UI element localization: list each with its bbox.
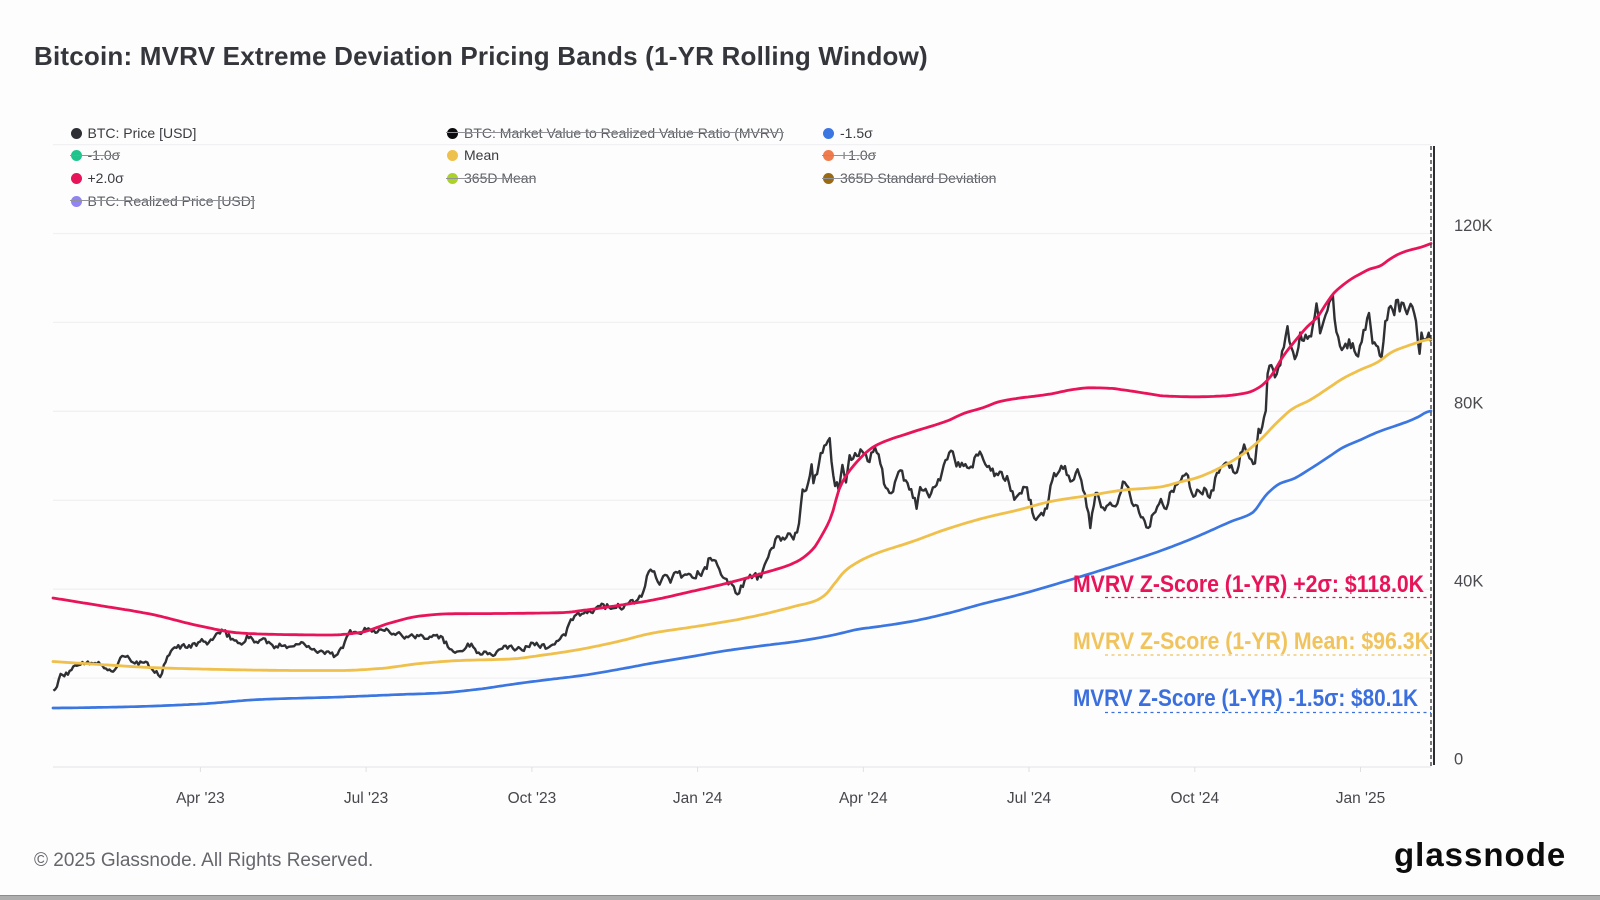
svg-text:0: 0 [1454,751,1463,769]
svg-text:Apr '24: Apr '24 [839,790,888,807]
svg-text:80K: 80K [1454,395,1483,413]
svg-text:MVRV Z-Score (1-YR) +2σ: $118.: MVRV Z-Score (1-YR) +2σ: $118.0K [1073,571,1425,598]
svg-text:Jul '23: Jul '23 [344,790,388,807]
svg-text:Apr '23: Apr '23 [176,790,225,807]
svg-text:MVRV Z-Score (1-YR) Mean: $96.: MVRV Z-Score (1-YR) Mean: $96.3K [1073,628,1431,655]
svg-text:40K: 40K [1454,572,1483,590]
svg-text:Oct '24: Oct '24 [1170,790,1219,807]
svg-text:MVRV Z-Score (1-YR) -1.5σ: $80: MVRV Z-Score (1-YR) -1.5σ: $80.1K [1073,685,1419,712]
svg-text:Oct '23: Oct '23 [508,790,557,807]
svg-text:Jul '24: Jul '24 [1007,790,1052,807]
svg-text:Jan '25: Jan '25 [1336,790,1386,807]
svg-text:120K: 120K [1454,217,1493,235]
svg-text:Jan '24: Jan '24 [673,790,723,807]
